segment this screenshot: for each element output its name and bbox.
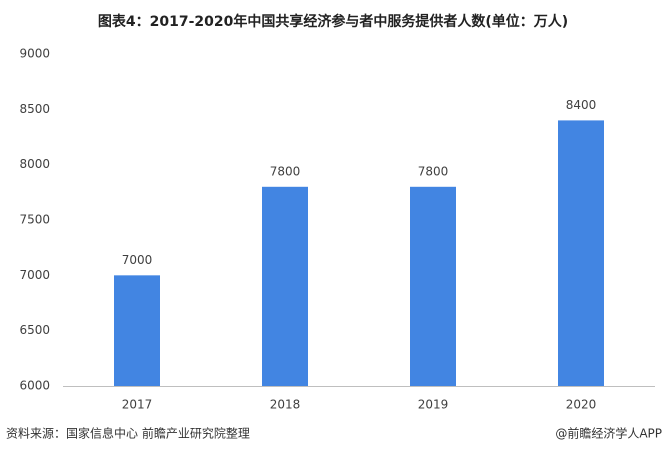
credit: @前瞻经济学人APP <box>555 426 662 441</box>
bar <box>558 120 604 387</box>
bar <box>262 186 308 386</box>
data-label: 7800 <box>270 164 301 178</box>
data-label: 7800 <box>418 164 449 178</box>
x-tick-label: 2017 <box>122 398 153 412</box>
y-tick-label: 9000 <box>19 47 50 61</box>
data-label: 8400 <box>566 98 597 112</box>
y-tick-label: 8500 <box>19 102 50 116</box>
y-tick-label: 7000 <box>19 268 50 282</box>
chart-title: 图表4：2017-2020年中国共享经济参与者中服务提供者人数(单位：万人) <box>98 13 568 30</box>
y-tick-label: 6500 <box>19 323 50 337</box>
y-tick-label: 8000 <box>19 157 50 171</box>
source-note: 资料来源：国家信息中心 前瞻产业研究院整理 <box>6 426 250 441</box>
x-tick-label: 2020 <box>566 398 597 412</box>
y-tick-label: 7500 <box>19 213 50 227</box>
x-tick-label: 2018 <box>270 398 301 412</box>
bar <box>410 186 456 386</box>
data-label: 7000 <box>122 253 153 267</box>
y-tick-label: 6000 <box>19 379 50 393</box>
x-tick-label: 2019 <box>418 398 449 412</box>
bar <box>114 275 160 386</box>
